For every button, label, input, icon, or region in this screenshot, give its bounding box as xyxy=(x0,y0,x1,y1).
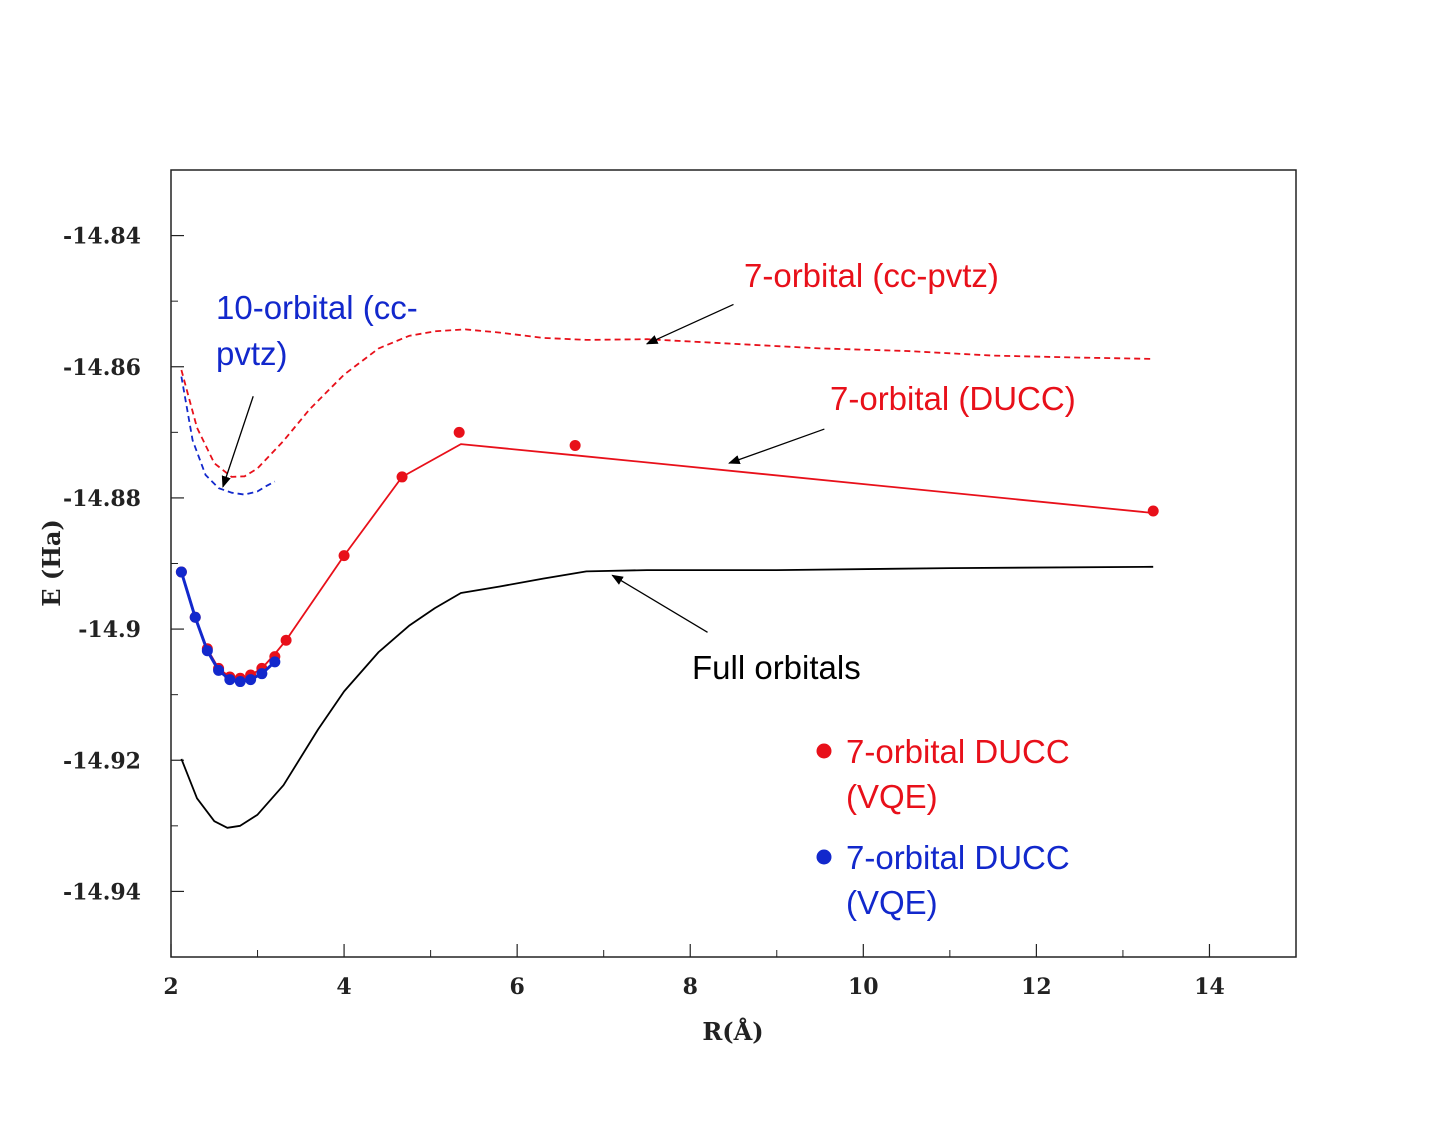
series-point-4 xyxy=(224,674,236,686)
series-point-4 xyxy=(175,566,187,578)
annotation-7orb-ducc: 7-orbital (DUCC) xyxy=(830,380,1076,417)
arrow-10orb-ccpvtz xyxy=(221,396,254,488)
series-line-0 xyxy=(180,328,1154,478)
arrow-full-orbitals xyxy=(611,574,708,633)
series-point-4 xyxy=(269,656,281,668)
arrow-7orb-ducc xyxy=(728,428,825,465)
x-axis-title: R(Å) xyxy=(702,1017,763,1046)
y-tick-label: -14.94 xyxy=(63,879,141,905)
series-point-3 xyxy=(453,426,465,438)
y-axis-title: E (Ha) xyxy=(37,519,66,607)
series-point-4 xyxy=(234,676,246,688)
x-tick-label: 8 xyxy=(683,974,698,1000)
series-point-4 xyxy=(189,611,201,623)
annotation-10orb-ccpvtz-line2: pvtz) xyxy=(216,335,288,372)
x-tick-label: 12 xyxy=(1021,974,1052,1000)
x-tick-label: 14 xyxy=(1194,974,1225,1000)
series-point-3 xyxy=(1147,505,1159,517)
series-point-4 xyxy=(213,664,225,676)
legend-label-red-line1: 7-orbital DUCC xyxy=(846,733,1070,770)
series-line-2 xyxy=(180,443,1154,680)
series-line-1 xyxy=(180,376,276,496)
ticks: 2 4 6 8 10 12 14 -14.84 -14.86 -14.88 -14.9 -14.92 -… xyxy=(63,224,1225,1000)
series-point-4 xyxy=(245,674,257,686)
y-tick-label: -14.9 xyxy=(78,617,141,643)
series-point-4 xyxy=(201,645,213,657)
y-tick-label: -14.84 xyxy=(63,224,141,250)
legend: 7-orbital DUCC (VQE) 7-orbital DUCC (VQE… xyxy=(816,733,1070,921)
series-point-3 xyxy=(569,439,581,451)
legend-marker-blue xyxy=(816,849,832,865)
y-tick-label: -14.86 xyxy=(63,355,141,381)
series-point-3 xyxy=(396,471,408,483)
legend-marker-red xyxy=(816,743,832,759)
annotation-10orb-ccpvtz-line1: 10-orbital (cc- xyxy=(216,289,418,326)
annotation-full-orbitals: Full orbitals xyxy=(692,649,861,686)
series-line-5 xyxy=(180,565,1154,829)
annotation-7orb-ccpvtz: 7-orbital (cc-pvtz) xyxy=(744,257,999,294)
legend-label-red-line2: (VQE) xyxy=(846,778,938,815)
y-tick-label: -14.92 xyxy=(63,748,141,774)
legend-label-blue-line1: 7-orbital DUCC xyxy=(846,839,1070,876)
x-tick-label: 6 xyxy=(509,974,524,1000)
series-layer xyxy=(175,328,1159,829)
legend-label-blue-line2: (VQE) xyxy=(846,884,938,921)
y-tick-label: -14.88 xyxy=(63,486,141,512)
x-tick-label: 10 xyxy=(848,974,879,1000)
x-tick-label: 2 xyxy=(163,974,178,1000)
annotation-arrows xyxy=(221,303,825,633)
series-point-3 xyxy=(280,634,292,646)
arrow-7orb-ccpvtz xyxy=(645,303,734,345)
series-point-4 xyxy=(256,668,268,680)
series-point-3 xyxy=(338,550,350,562)
x-tick-label: 4 xyxy=(336,974,351,1000)
